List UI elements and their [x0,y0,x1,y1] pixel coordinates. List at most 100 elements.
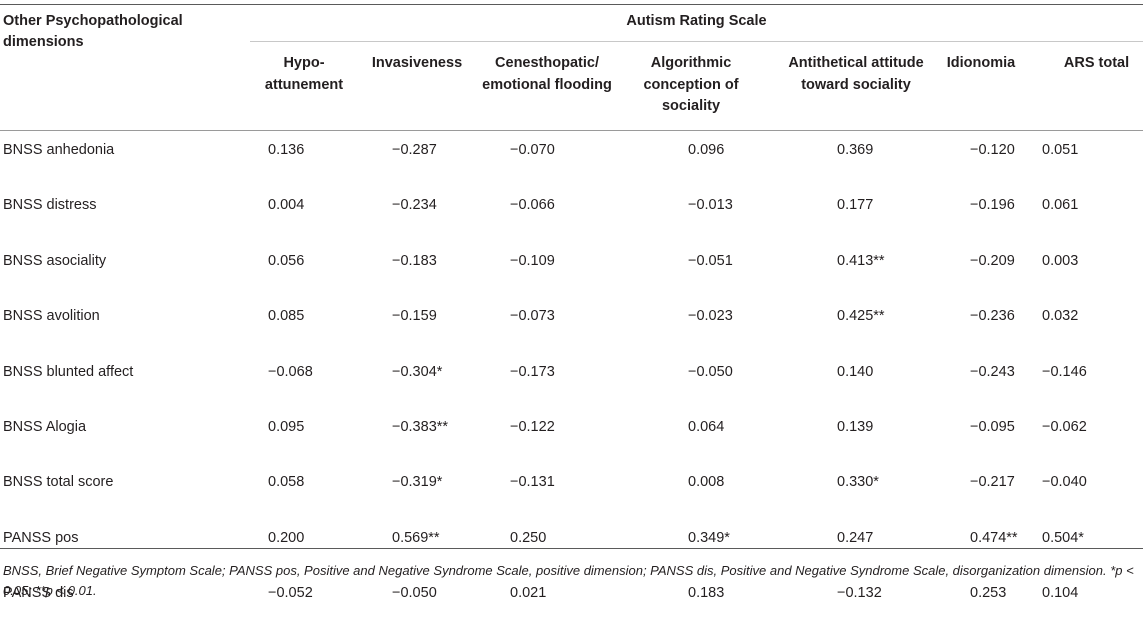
cell-value: 0.330* [837,474,879,491]
table-cell: 0.064 [622,408,788,463]
cell-value: −0.023 [688,308,733,325]
table-row: BNSS distress 0.004 −0.234 −0.066 −0.013 0.17… [0,186,1143,241]
column-header-cenesthopatic: Cenesthopatic/ emotional flooding [482,55,612,93]
table-cell: 0.104 [1035,574,1143,629]
cell-value: −0.383** [392,418,449,435]
cell-value: 0.139 [837,418,874,435]
cell-value: −0.217 [970,474,1015,491]
cell-value: 0.474** [970,529,1018,546]
table-cell: 0.004 [250,186,363,241]
table-cell: −0.070 [492,131,622,186]
column-header-ars-total: ARS total [1063,55,1130,71]
table-cell: −0.209 [942,242,1035,297]
table-bottom-rule [0,548,1143,549]
table-cell: −0.287 [363,131,492,186]
correlation-table: BNSS anhedonia 0.136 −0.287 −0.070 0.096 0.36… [0,131,1143,630]
row-label: BNSS distress [3,197,97,214]
table-cell: 0.021 [492,574,622,629]
cell-value: −0.304* [392,363,443,380]
cell-value: 0.369 [837,142,874,158]
cell-value: 0.140 [837,363,874,380]
cell-value: 0.064 [688,418,725,435]
cell-value: 0.504* [1042,529,1084,546]
row-label: BNSS total score [3,474,114,491]
cell-value: 0.004 [268,197,305,214]
column-header-antithetical: Antithetical attitude toward sociality [788,55,924,93]
cell-value: 0.183 [688,585,725,602]
cell-value: 0.058 [268,474,305,491]
table-cell: −0.050 [363,574,492,629]
cell-value: 0.349* [688,529,730,546]
cell-value: −0.287 [392,142,437,158]
table-cell: −0.243 [942,353,1035,408]
cell-value: 0.247 [837,529,874,546]
table-cell: 0.140 [788,353,942,408]
table-cell: 0.061 [1035,186,1143,241]
table-cell: 0.425** [788,297,942,352]
table-cell: 0.253 [942,574,1035,629]
table-cell: 0.474** [942,519,1035,574]
table-cell: −0.132 [788,574,942,629]
row-label: BNSS asociality [3,252,107,269]
row-label: BNSS blunted affect [3,363,134,380]
table-cell: −0.131 [492,463,622,518]
table-cell: −0.068 [250,353,363,408]
table-cell: −0.066 [492,186,622,241]
cell-value: −0.234 [392,197,437,214]
table-cell: 0.139 [788,408,942,463]
table-cell: −0.122 [492,408,622,463]
cell-value: −0.183 [392,252,437,269]
cell-value: −0.073 [510,308,555,325]
row-label: PANSS dis [3,585,74,602]
cell-value: 0.413** [837,252,885,269]
table-row: BNSS total score 0.058 −0.319* −0.131 0.008 0… [0,463,1143,518]
cell-value: −0.159 [392,308,437,325]
cell-value: 0.008 [688,474,725,491]
table-cell: −0.183 [363,242,492,297]
table-cell: −0.109 [492,242,622,297]
table-cell: −0.146 [1035,353,1143,408]
table-cell: 0.200 [250,519,363,574]
table-cell: −0.319* [363,463,492,518]
table-row: BNSS blunted affect −0.068 −0.304* −0.173 −0… [0,353,1143,408]
table-cell: 0.369 [788,131,942,186]
cell-value: −0.013 [688,197,733,214]
table-cell: −0.023 [622,297,788,352]
table-cell: 0.177 [788,186,942,241]
row-label: PANSS pos [3,529,79,546]
cell-value: −0.122 [510,418,555,435]
cell-value: −0.173 [510,363,555,380]
cell-value: 0.061 [1042,197,1079,214]
table-body: BNSS anhedonia 0.136 −0.287 −0.070 0.096 0.36… [0,131,1143,630]
cell-value: −0.109 [510,252,555,269]
cell-value: 0.085 [268,308,305,325]
table-cell: −0.304* [363,353,492,408]
table-cell: 0.095 [250,408,363,463]
cell-value: 0.250 [510,529,547,546]
table-top-rule [0,4,1143,5]
table-footnote: BNSS, Brief Negative Symptom Scale; PANS… [3,563,1134,598]
table-cell: −0.051 [622,242,788,297]
cell-value: −0.040 [1042,474,1087,491]
table-cell: 0.349* [622,519,788,574]
cell-value: −0.236 [970,308,1015,325]
cell-value: 0.051 [1042,142,1079,158]
cell-value: 0.177 [837,197,874,214]
table-cell: −0.236 [942,297,1035,352]
cell-value: −0.050 [688,363,733,380]
cell-value: −0.146 [1042,363,1087,380]
table-cell: −0.196 [942,186,1035,241]
table-cell: 0.247 [788,519,942,574]
row-label: BNSS avolition [3,308,100,325]
table-cell: −0.383** [363,408,492,463]
table-row: BNSS asociality 0.056 −0.183 −0.109 −0.051 0.… [0,242,1143,297]
cell-value: −0.052 [268,585,313,602]
cell-value: −0.132 [837,585,882,602]
table-cell: −0.173 [492,353,622,408]
cell-value: −0.319* [392,474,443,491]
column-header-idionomia: Idionomia [946,55,1016,71]
row-label: BNSS Alogia [3,418,87,435]
header-bottom-rule [0,130,1143,131]
table-cell: 0.096 [622,131,788,186]
table-cell: 0.413** [788,242,942,297]
